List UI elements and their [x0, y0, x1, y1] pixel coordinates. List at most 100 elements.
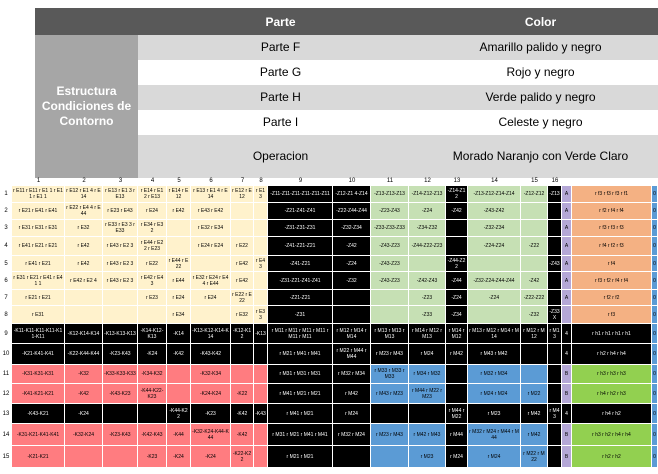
legend-parte-cell: Parte F [138, 35, 423, 60]
grid-cell: r M32 r M24 r M44 r M44 [468, 424, 520, 445]
row-number: 4 [4, 243, 8, 249]
grid-cell: -K21-K41-K41 [12, 344, 64, 364]
grid-cell: -K32-K24-K44-K44 [191, 424, 230, 445]
grid-cell [521, 256, 547, 271]
column-number: 7 [240, 178, 245, 184]
column-number: 6 [209, 178, 213, 184]
grid-cell: -Z43 [548, 256, 561, 271]
grid-cell: -Z33 X [548, 306, 561, 323]
grid-cell: -Z41-Z21 [268, 256, 332, 271]
grid-cell: -Z44-Z22 [446, 256, 467, 271]
grid-cell: -K32-K24 [65, 424, 102, 445]
grid-cell [254, 424, 267, 445]
grid-cell [65, 306, 102, 323]
grid-cell: r E22 [138, 256, 166, 271]
grid-cell [371, 446, 408, 467]
grid-cell: r M41 r M21 [268, 404, 332, 423]
grid-cell [167, 384, 190, 403]
grid-cell [231, 220, 253, 236]
grid-cell: -K42 [167, 344, 190, 364]
row-number: 9 [4, 330, 8, 337]
grid-cell [103, 404, 137, 423]
grid-cell: r M23 [409, 446, 445, 467]
grid-cell: -Z42 [333, 237, 370, 255]
grid-cell: -K21-K21 [12, 446, 64, 467]
grid-cell: -K31-K31-K31 [12, 365, 64, 383]
grid-cell: -Z32-Z24-Z44-Z44 [468, 272, 520, 289]
grid-cell: -Z34-Z32 [409, 220, 445, 236]
grid-cell [333, 290, 370, 305]
grid-cell [548, 344, 561, 364]
grid-cell: r E13 r E1 4 r E14 [191, 186, 230, 202]
grid-cell: -Z32-Z34 [333, 220, 370, 236]
grid-cell: -Z34 [446, 306, 467, 323]
row-number: 6 [4, 277, 8, 284]
grid-cell: -K32-K34 [191, 365, 230, 383]
grid-cell: -K44-K22-K23 [138, 384, 166, 403]
grid-cell: -Z23 [409, 290, 445, 305]
grid-cell: r E33 [254, 306, 267, 323]
grid-cell: r E22 r E22 [231, 290, 253, 305]
grid-cell: -K31-K21-K41-K41 [12, 424, 64, 445]
grid-cell: r M43 r M23 [371, 384, 408, 403]
grid-cell [521, 203, 547, 219]
grid-cell: r E21 r E41 r E41 [12, 203, 64, 219]
grid-cell: r M24 [468, 446, 520, 467]
grid-cell: -K24 [167, 446, 190, 467]
grid-cell: 4 [562, 324, 571, 343]
grid-cell: A [562, 256, 571, 271]
grid-cell: r E13 r E1 3 r E13 [103, 186, 137, 202]
legend-color-cell: Amarillo palido y negro [423, 35, 658, 60]
row-number: 1 [4, 191, 8, 197]
row-number: 3 [4, 225, 8, 231]
grid-cell: r E44 r E2 2 r E23 [138, 237, 166, 255]
grid-cell [548, 384, 561, 403]
grid-cell [371, 290, 408, 305]
grid-cell: A [562, 203, 571, 219]
grid-cell: r E21 r E21 [12, 290, 64, 305]
grid-cell [333, 306, 370, 323]
grid-cell: -K42 [231, 424, 253, 445]
grid-cell: 0 [652, 306, 657, 323]
grid-cell: A [562, 290, 571, 305]
column-number: 11 [386, 178, 394, 184]
grid-cell: -Z42-Z43 [409, 272, 445, 289]
legend-header-color: Color [423, 8, 658, 35]
grid-cell: -Z32 [333, 272, 370, 289]
grid-cell [371, 404, 408, 423]
grid-cell: r E42 r E2 4 [65, 272, 102, 289]
grid-cell: -Z43-Z42 [468, 203, 520, 219]
grid-cell: r f4 [572, 256, 651, 271]
grid-cell: -Z42 [521, 272, 547, 289]
grid-row: 15 -K21-K21 -K23 -K24 -K24 -K22-K22 r M21 r M2… [0, 446, 658, 467]
grid-cell: -K11-K11-K11-K11-K11-K11 [12, 324, 64, 343]
grid-cell: r E31 r E31 r E31 [12, 220, 64, 236]
grid-cell: r f3 r f3 r f3 [572, 220, 651, 236]
grid-cell: -Z22-Z22 [521, 290, 547, 305]
grid-cell [333, 446, 370, 467]
column-number: 12 [424, 178, 431, 184]
grid-cell [138, 306, 166, 323]
grid-cell: -K13-K13-K13 [103, 324, 137, 343]
grid-cell: -Z31-Z21-Z41-Z41 [268, 272, 332, 289]
grid-cell [103, 446, 137, 467]
grid-cell: 0 [652, 237, 657, 255]
grid-cell: r M22 r M44 r M44 [333, 344, 370, 364]
grid-cell: 0 [652, 424, 657, 445]
legend-header-parte: Parte [138, 8, 423, 35]
grid-cell: r E42 [167, 203, 190, 219]
grid-cell: A [562, 237, 571, 255]
grid-cell: r E32 r E34 [191, 220, 230, 236]
row-number: 10 [2, 351, 10, 357]
legend-parte-cell: Parte H [138, 85, 423, 110]
grid-cell: -Z31-Z31-Z31 [268, 220, 332, 236]
grid-cell [562, 306, 571, 323]
grid-cell: r M33 r M33 r M33 [371, 365, 408, 383]
grid-cell [409, 404, 445, 423]
grid-cell [254, 237, 267, 255]
grid-cell: r E22 r E4 4 r E44 [65, 203, 102, 219]
